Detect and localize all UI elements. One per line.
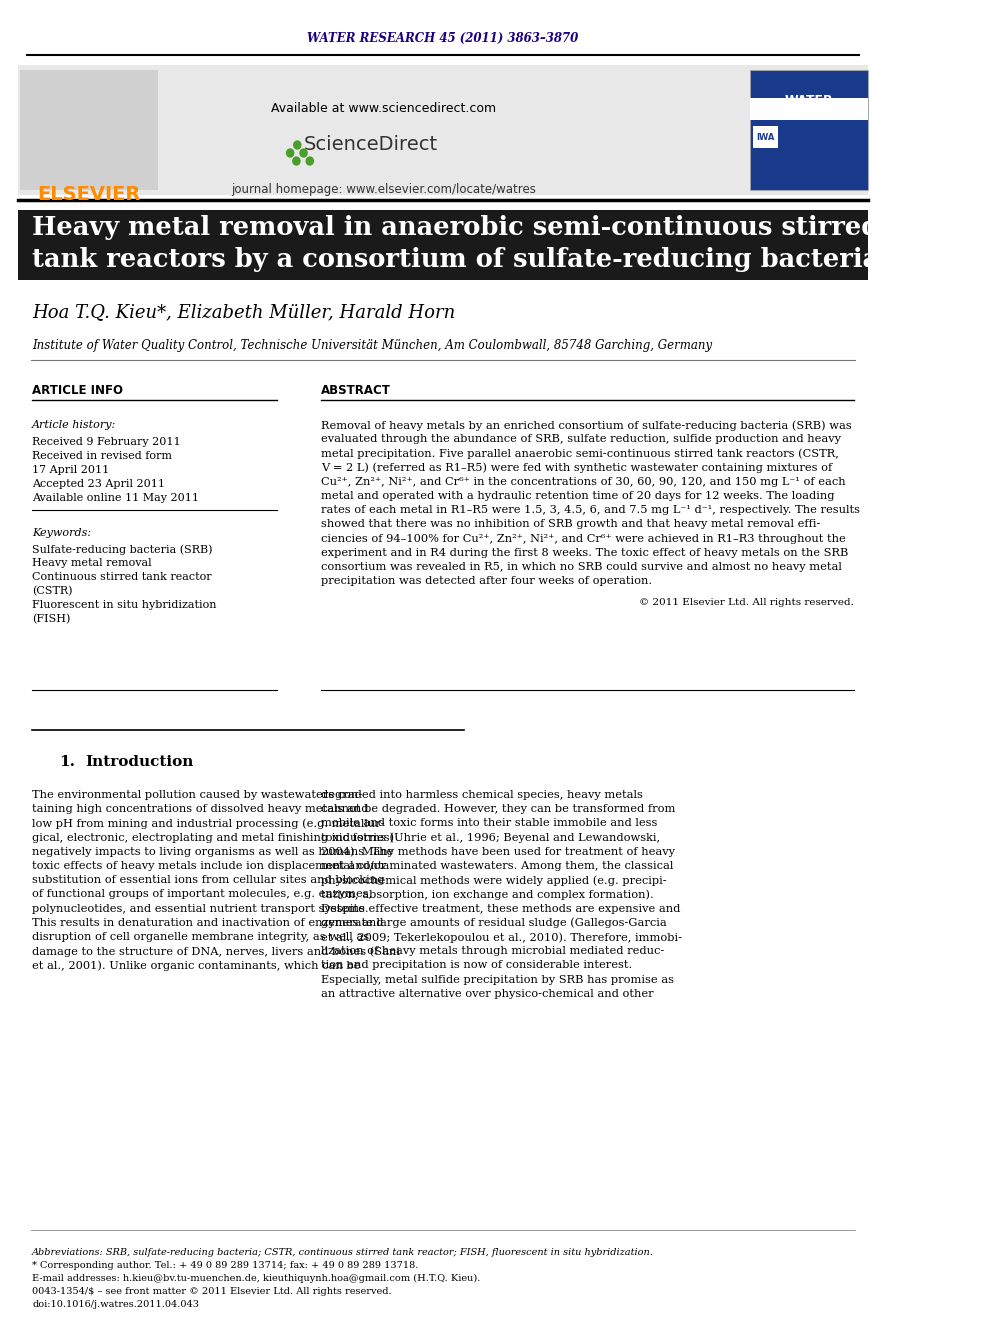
Circle shape <box>294 142 301 149</box>
Text: evaluated through the abundance of SRB, sulfate reduction, sulfide production an: evaluated through the abundance of SRB, … <box>321 434 841 445</box>
Text: Institute of Water Quality Control, Technische Universität München, Am Coulombwa: Institute of Water Quality Control, Tech… <box>32 339 712 352</box>
Text: precipitation was detected after four weeks of operation.: precipitation was detected after four we… <box>321 577 653 586</box>
Circle shape <box>307 157 313 165</box>
Text: IWA: IWA <box>756 134 775 143</box>
Text: consortium was revealed in R5, in which no SRB could survive and almost no heavy: consortium was revealed in R5, in which … <box>321 562 842 572</box>
Text: journal homepage: www.elsevier.com/locate/watres: journal homepage: www.elsevier.com/locat… <box>231 184 537 197</box>
Text: WATER
RESEARCH: WATER RESEARCH <box>772 94 846 123</box>
Text: damage to the structure of DNA, nerves, livers and bones (Sani: damage to the structure of DNA, nerves, … <box>32 946 400 957</box>
Text: mobile and toxic forms into their stable immobile and less: mobile and toxic forms into their stable… <box>321 819 658 828</box>
Text: physicochemical methods were widely applied (e.g. precipi-: physicochemical methods were widely appl… <box>321 876 667 886</box>
Text: ARTICLE INFO: ARTICLE INFO <box>32 384 123 397</box>
Text: © 2011 Elsevier Ltd. All rights reserved.: © 2011 Elsevier Ltd. All rights reserved… <box>639 598 853 607</box>
Circle shape <box>287 149 294 157</box>
Text: Fluorescent in situ hybridization: Fluorescent in situ hybridization <box>32 601 216 610</box>
Text: lization of heavy metals through microbial mediated reduc-: lization of heavy metals through microbi… <box>321 946 665 957</box>
Text: rates of each metal in R1–R5 were 1.5, 3, 4.5, 6, and 7.5 mg L⁻¹ d⁻¹, respective: rates of each metal in R1–R5 were 1.5, 3… <box>321 505 860 515</box>
Text: Available online 11 May 2011: Available online 11 May 2011 <box>32 493 199 503</box>
Text: et al., 2001). Unlike organic contaminants, which can be: et al., 2001). Unlike organic contaminan… <box>32 960 360 971</box>
Text: gical, electronic, electroplating and metal finishing industries): gical, electronic, electroplating and me… <box>32 832 394 843</box>
Text: Hoa T.Q. Kieu*, Elizabeth Müller, Harald Horn: Hoa T.Q. Kieu*, Elizabeth Müller, Harald… <box>32 303 455 321</box>
Text: metal contaminated wastewaters. Among them, the classical: metal contaminated wastewaters. Among th… <box>321 861 674 871</box>
Text: tation, absorption, ion exchange and complex formation).: tation, absorption, ion exchange and com… <box>321 889 654 900</box>
Text: an attractive alternative over physico-chemical and other: an attractive alternative over physico-c… <box>321 988 654 999</box>
Text: metal and operated with a hydraulic retention time of 20 days for 12 weeks. The : metal and operated with a hydraulic rete… <box>321 491 835 501</box>
Text: degraded into harmless chemical species, heavy metals: degraded into harmless chemical species,… <box>321 790 643 800</box>
Text: disruption of cell organelle membrane integrity, as well as: disruption of cell organelle membrane in… <box>32 931 369 942</box>
Text: et al., 2009; Tekerlekopoulou et al., 2010). Therefore, immobi-: et al., 2009; Tekerlekopoulou et al., 20… <box>321 931 682 942</box>
Text: of functional groups of important molecules, e.g. enzymes,: of functional groups of important molecu… <box>32 889 372 900</box>
Text: ABSTRACT: ABSTRACT <box>321 384 391 397</box>
Text: substitution of essential ions from cellular sites and blocking: substitution of essential ions from cell… <box>32 876 385 885</box>
Text: 17 April 2011: 17 April 2011 <box>32 464 109 475</box>
Text: tion and precipitation is now of considerable interest.: tion and precipitation is now of conside… <box>321 960 633 970</box>
Text: V = 2 L) (referred as R1–R5) were fed with synthetic wastewater containing mixtu: V = 2 L) (referred as R1–R5) were fed wi… <box>321 463 832 474</box>
Text: doi:10.1016/j.watres.2011.04.043: doi:10.1016/j.watres.2011.04.043 <box>32 1301 199 1308</box>
Text: toxic effects of heavy metals include ion displacement and/or: toxic effects of heavy metals include io… <box>32 861 386 871</box>
Text: ciencies of 94–100% for Cu²⁺, Zn²⁺, Ni²⁺, and Cr⁶⁺ were achieved in R1–R3 throug: ciencies of 94–100% for Cu²⁺, Zn²⁺, Ni²⁺… <box>321 533 846 544</box>
Text: Received in revised form: Received in revised form <box>32 451 173 460</box>
Text: Continuous stirred tank reactor: Continuous stirred tank reactor <box>32 572 211 582</box>
Text: Despite effective treatment, these methods are expensive and: Despite effective treatment, these metho… <box>321 904 681 914</box>
FancyBboxPatch shape <box>18 65 868 194</box>
Circle shape <box>300 149 308 157</box>
Text: (CSTR): (CSTR) <box>32 586 72 597</box>
FancyBboxPatch shape <box>18 210 868 280</box>
Text: Removal of heavy metals by an enriched consortium of sulfate-reducing bacteria (: Removal of heavy metals by an enriched c… <box>321 419 852 430</box>
Circle shape <box>293 157 300 165</box>
Text: taining high concentrations of dissolved heavy metals and: taining high concentrations of dissolved… <box>32 804 369 814</box>
Text: generate large amounts of residual sludge (Gallegos-Garcia: generate large amounts of residual sludg… <box>321 918 668 929</box>
Text: polynucleotides, and essential nutrient transport systems.: polynucleotides, and essential nutrient … <box>32 904 369 914</box>
Text: The environmental pollution caused by wastewaters con-: The environmental pollution caused by wa… <box>32 790 362 800</box>
Text: Available at www.sciencedirect.com: Available at www.sciencedirect.com <box>272 102 496 115</box>
Text: Abbreviations: SRB, sulfate-reducing bacteria; CSTR, continuous stirred tank rea: Abbreviations: SRB, sulfate-reducing bac… <box>32 1248 654 1257</box>
Text: Introduction: Introduction <box>85 755 194 769</box>
Text: Especially, metal sulfide precipitation by SRB has promise as: Especially, metal sulfide precipitation … <box>321 975 675 984</box>
Text: tank reactors by a consortium of sulfate-reducing bacteria: tank reactors by a consortium of sulfate… <box>32 247 879 273</box>
Text: negatively impacts to living organisms as well as humans. The: negatively impacts to living organisms a… <box>32 847 394 857</box>
Text: toxic forms (Uhrie et al., 1996; Beyenal and Lewandowski,: toxic forms (Uhrie et al., 1996; Beyenal… <box>321 832 661 843</box>
FancyBboxPatch shape <box>20 70 158 191</box>
Text: ScienceDirect: ScienceDirect <box>304 135 437 155</box>
Text: Keywords:: Keywords: <box>32 528 91 538</box>
Text: showed that there was no inhibition of SRB growth and that heavy metal removal e: showed that there was no inhibition of S… <box>321 520 820 529</box>
FancyBboxPatch shape <box>750 70 868 191</box>
Text: (FISH): (FISH) <box>32 614 70 624</box>
Text: ELSEVIER: ELSEVIER <box>38 185 141 205</box>
Text: Heavy metal removal in anaerobic semi-continuous stirred: Heavy metal removal in anaerobic semi-co… <box>32 216 879 241</box>
FancyBboxPatch shape <box>753 126 778 148</box>
Text: metal precipitation. Five parallel anaerobic semi-continuous stirred tank reacto: metal precipitation. Five parallel anaer… <box>321 448 839 459</box>
FancyBboxPatch shape <box>750 98 868 120</box>
Text: low pH from mining and industrial processing (e.g. metallur-: low pH from mining and industrial proces… <box>32 819 385 830</box>
Text: experiment and in R4 during the first 8 weeks. The toxic effect of heavy metals : experiment and in R4 during the first 8 … <box>321 548 849 558</box>
Text: Received 9 February 2011: Received 9 February 2011 <box>32 437 181 447</box>
Text: This results in denaturation and inactivation of enzymes and: This results in denaturation and inactiv… <box>32 918 384 927</box>
Text: 2004). Many methods have been used for treatment of heavy: 2004). Many methods have been used for t… <box>321 847 676 857</box>
Text: cannot be degraded. However, they can be transformed from: cannot be degraded. However, they can be… <box>321 804 676 814</box>
Text: WATER RESEARCH 45 (2011) 3863–3870: WATER RESEARCH 45 (2011) 3863–3870 <box>308 32 578 45</box>
Text: Article history:: Article history: <box>32 419 116 430</box>
Text: Accepted 23 April 2011: Accepted 23 April 2011 <box>32 479 165 490</box>
Text: 0043-1354/$ – see front matter © 2011 Elsevier Ltd. All rights reserved.: 0043-1354/$ – see front matter © 2011 El… <box>32 1287 392 1297</box>
Text: * Corresponding author. Tel.: + 49 0 89 289 13714; fax: + 49 0 89 289 13718.: * Corresponding author. Tel.: + 49 0 89 … <box>32 1261 419 1270</box>
Text: Cu²⁺, Zn²⁺, Ni²⁺, and Cr⁶⁺ in the concentrations of 30, 60, 90, 120, and 150 mg : Cu²⁺, Zn²⁺, Ni²⁺, and Cr⁶⁺ in the concen… <box>321 476 846 487</box>
Text: E-mail addresses: h.kieu@bv.tu-muenchen.de, kieuthiquynh.hoa@gmail.com (H.T.Q. K: E-mail addresses: h.kieu@bv.tu-muenchen.… <box>32 1274 480 1283</box>
Text: 1.: 1. <box>59 755 75 769</box>
Text: Heavy metal removal: Heavy metal removal <box>32 558 152 568</box>
Text: Sulfate-reducing bacteria (SRB): Sulfate-reducing bacteria (SRB) <box>32 544 212 554</box>
